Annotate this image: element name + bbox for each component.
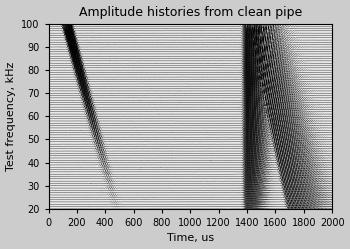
Title: Amplitude histories from clean pipe: Amplitude histories from clean pipe [79, 5, 302, 19]
Y-axis label: Test frequency, kHz: Test frequency, kHz [6, 62, 15, 171]
X-axis label: Time, us: Time, us [167, 234, 214, 244]
